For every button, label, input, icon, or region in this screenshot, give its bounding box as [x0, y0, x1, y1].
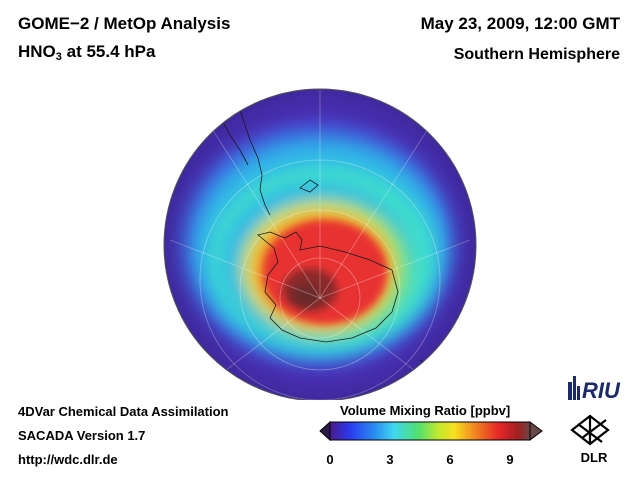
assimilation-label: 4DVar Chemical Data Assimilation	[18, 404, 229, 419]
analysis-title: GOME−2 / MetOp Analysis	[18, 14, 231, 33]
colorbar	[319, 420, 543, 442]
colorbar-min-arrow	[319, 420, 331, 442]
polar-map	[163, 88, 477, 400]
dlr-logo-text: DLR	[581, 450, 608, 465]
species-title: HNO3 at 55.4 hPa	[18, 42, 155, 63]
colorbar-gradient	[329, 421, 531, 441]
riu-logo-text: RIU	[582, 378, 621, 403]
hemisphere-label: Southern Hemisphere	[453, 46, 620, 63]
pressure-level: at 55.4 hPa	[66, 42, 156, 61]
website-link[interactable]: http://wdc.dlr.de	[18, 452, 118, 467]
dlr-logo: DLR	[570, 414, 610, 465]
version-label: SACADA Version 1.7	[18, 428, 146, 443]
colorbar-title: Volume Mixing Ratio [ppbv]	[340, 403, 511, 418]
globe-outline	[163, 88, 477, 400]
date-time: May 23, 2009, 12:00 GMT	[420, 14, 620, 33]
globe	[164, 89, 476, 400]
species-formula: HNO	[18, 42, 56, 61]
colorbar-tick: 3	[386, 452, 394, 467]
colorbar-tick: 0	[326, 452, 334, 467]
riu-logo: RIU	[568, 376, 621, 403]
colorbar-max-arrow	[529, 421, 543, 441]
species-subscript: 3	[55, 51, 62, 63]
colorbar-tick: 6	[446, 452, 454, 467]
colorbar-tick: 9	[506, 452, 514, 467]
